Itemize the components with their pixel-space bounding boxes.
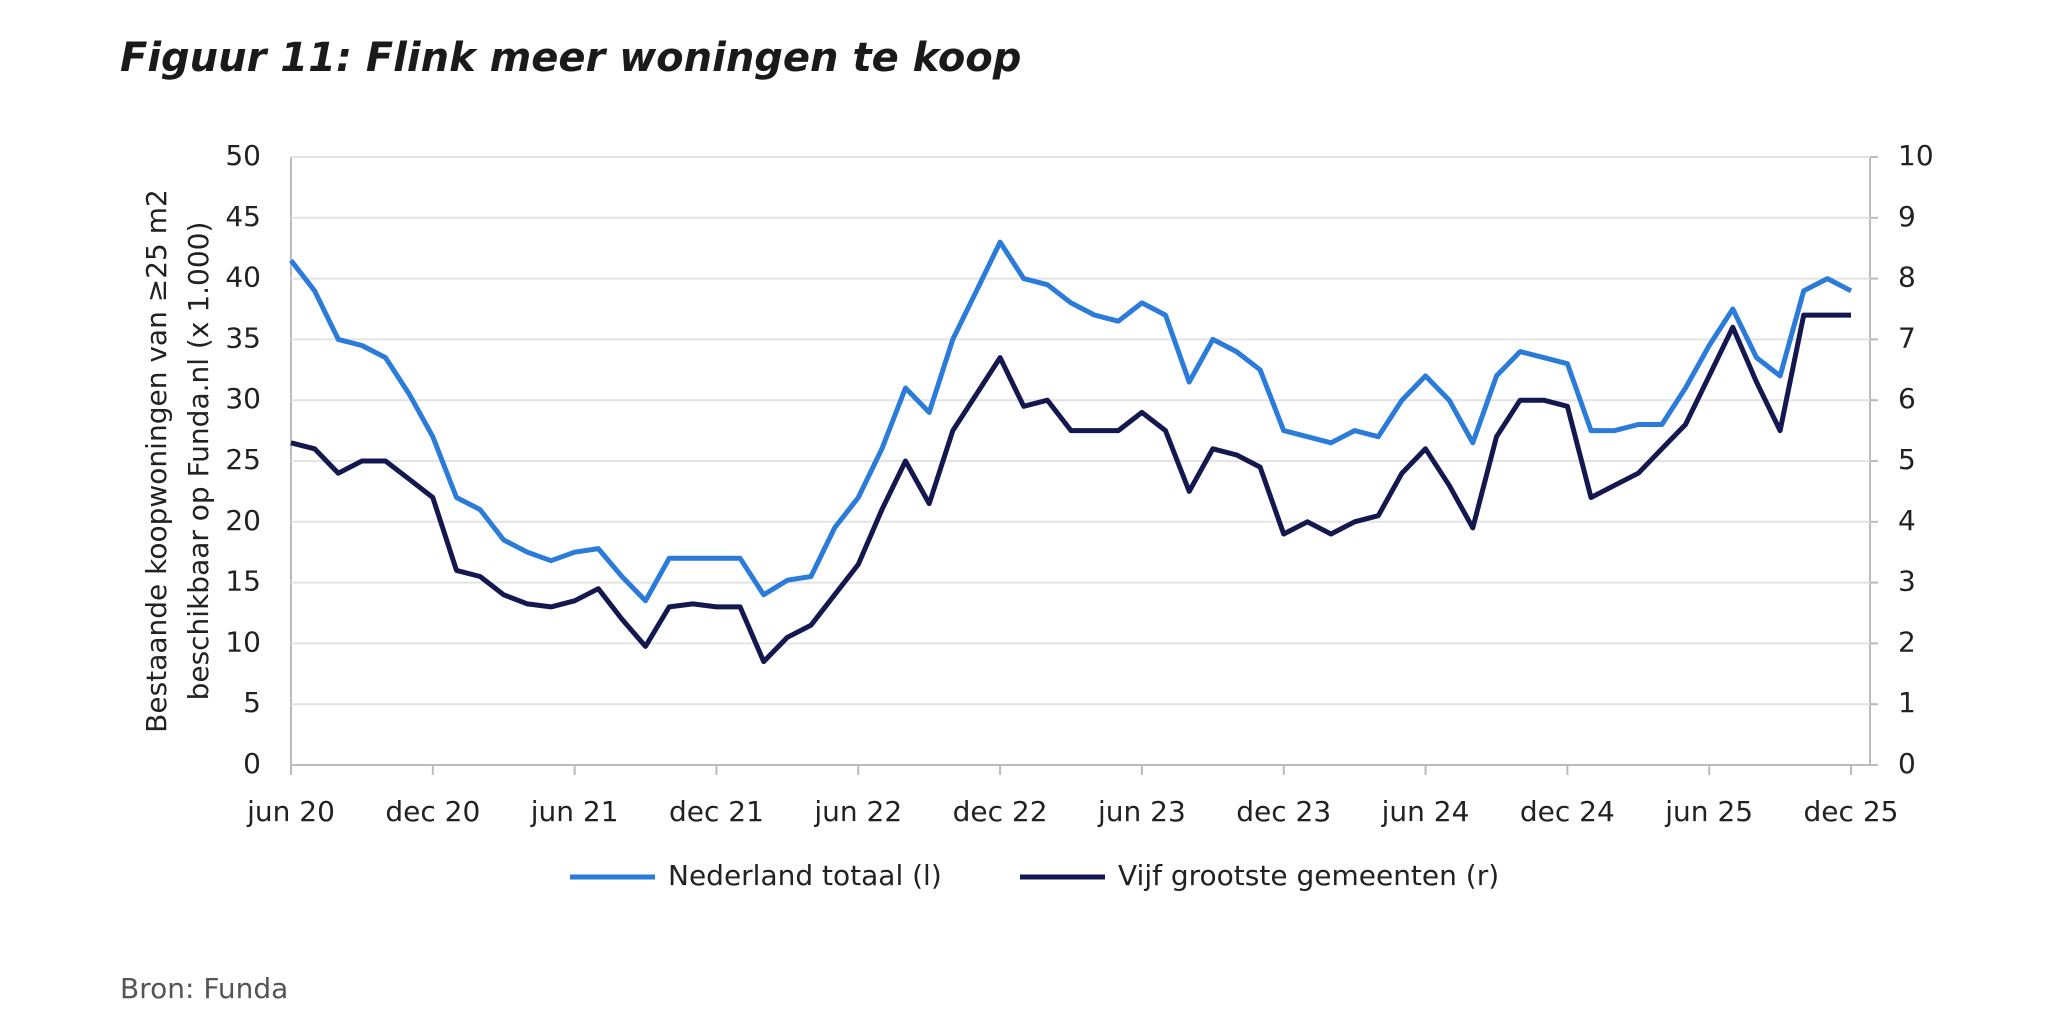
y-tick-label: 45 [225,200,261,233]
legend-label: Nederland totaal (l) [668,859,942,892]
y-label: Bestaande koopwoningen van ≥25 m2 beschi… [140,189,215,733]
y-tick-label: 5 [243,686,261,719]
y-tick-label: 50 [225,139,261,172]
y2-tick-label: 6 [1898,382,1916,415]
y2-tick-label: 9 [1898,200,1916,233]
x-tick-label: dec 20 [385,795,480,828]
y-tick-label: 40 [225,261,261,294]
y2-tick-label: 5 [1898,443,1916,476]
y-tick-label: 15 [225,565,261,598]
x-tick-label: jun 20 [246,795,335,828]
x-tick-label: dec 22 [953,795,1048,828]
y2-tick-label: 4 [1898,504,1916,537]
y2-tick-label: 2 [1898,625,1916,658]
x-tick-label: dec 23 [1236,795,1331,828]
y-tick-label: 25 [225,443,261,476]
y2-tick-label: 3 [1898,565,1916,598]
legend-label: Vijf grootste gemeenten (r) [1118,859,1499,892]
y-tick-label: 20 [225,504,261,537]
chart-title: Figuur 11: Flink meer woningen te koop [120,35,1021,81]
source: Bron: Funda [120,972,288,1005]
x-tick-label: jun 22 [813,795,902,828]
y2-tick-label: 0 [1898,747,1916,780]
x-tick-label: dec 25 [1804,795,1899,828]
y2-tick-label: 8 [1898,261,1916,294]
x-tick-label: jun 21 [530,795,619,828]
x-tick-label: jun 25 [1664,795,1753,828]
y-tick-label: 0 [243,747,261,780]
series-line [289,239,1853,604]
y2-tick-label: 1 [1898,686,1916,719]
y-tick-label: 30 [225,382,261,415]
y-label-line: Bestaande koopwoningen van ≥25 m2 [140,189,173,733]
x-tick-label: dec 21 [669,795,764,828]
x-tick-label: dec 24 [1520,795,1615,828]
y2-tick-label: 7 [1898,321,1916,354]
series-line [290,312,1851,665]
x-tick-label: jun 24 [1381,795,1470,828]
y2-tick-label: 10 [1898,139,1934,172]
y-label-line: beschikbaar op Funda.nl (x 1.000) [182,222,215,701]
x-tick-label: jun 23 [1097,795,1186,828]
y-tick-label: 10 [225,625,261,658]
y-tick-label: 35 [225,321,261,354]
